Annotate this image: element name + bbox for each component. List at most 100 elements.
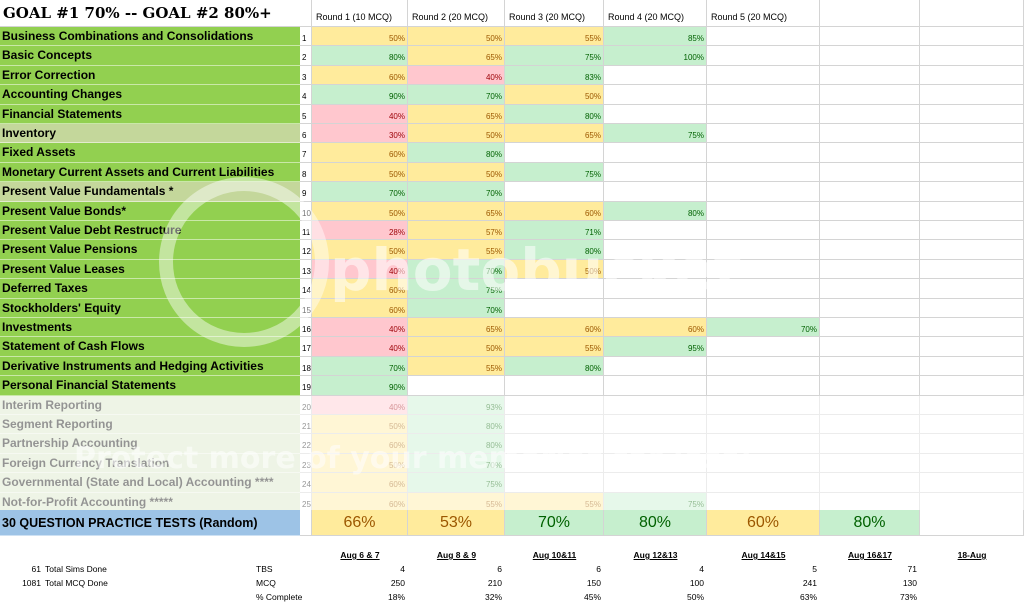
stats-value[interactable]: 73% xyxy=(899,592,917,602)
score-cell[interactable]: 55% xyxy=(408,356,505,377)
score-cell[interactable]: 60% xyxy=(312,473,408,493)
score-cell[interactable]: 80% xyxy=(505,356,604,377)
score-cell[interactable]: 80% xyxy=(408,434,505,454)
score-cell[interactable]: 28% xyxy=(312,221,408,241)
score-cell[interactable]: 60% xyxy=(505,318,604,338)
score-cell[interactable] xyxy=(707,182,820,202)
score-cell[interactable]: 70% xyxy=(408,182,505,202)
score-cell[interactable] xyxy=(604,356,707,377)
score-cell[interactable]: 90% xyxy=(312,376,408,396)
score-cell[interactable] xyxy=(820,473,920,493)
score-cell[interactable] xyxy=(820,434,920,454)
score-cell[interactable] xyxy=(604,376,707,396)
score-cell[interactable] xyxy=(920,356,1024,377)
score-cell[interactable]: 57% xyxy=(408,221,505,241)
score-cell[interactable] xyxy=(707,104,820,124)
score-cell[interactable] xyxy=(920,27,1024,47)
score-cell[interactable] xyxy=(505,298,604,318)
score-cell[interactable]: 80% xyxy=(505,240,604,260)
score-cell[interactable]: 75% xyxy=(408,473,505,493)
score-cell[interactable]: 65% xyxy=(408,46,505,66)
score-cell[interactable]: 50% xyxy=(408,124,505,144)
score-cell[interactable] xyxy=(920,104,1024,124)
score-cell[interactable] xyxy=(604,221,707,241)
score-cell[interactable]: 50% xyxy=(505,259,604,280)
score-cell[interactable]: 65% xyxy=(408,318,505,338)
score-cell[interactable]: 40% xyxy=(312,395,408,415)
score-cell[interactable] xyxy=(920,124,1024,144)
stats-value[interactable]: 6 xyxy=(596,564,601,574)
score-cell[interactable] xyxy=(707,453,820,474)
score-cell[interactable] xyxy=(707,376,820,396)
score-cell[interactable] xyxy=(820,104,920,124)
score-cell[interactable] xyxy=(707,298,820,318)
stats-value[interactable]: 50% xyxy=(686,592,704,602)
score-cell[interactable] xyxy=(604,279,707,299)
score-cell[interactable] xyxy=(505,182,604,202)
score-cell[interactable] xyxy=(707,143,820,163)
practice-score-cell[interactable]: 60% xyxy=(707,510,820,536)
score-cell[interactable] xyxy=(820,65,920,86)
score-cell[interactable] xyxy=(604,104,707,124)
score-cell[interactable] xyxy=(604,298,707,318)
score-cell[interactable] xyxy=(920,259,1024,280)
score-cell[interactable] xyxy=(920,240,1024,260)
score-cell[interactable]: 50% xyxy=(312,453,408,474)
score-cell[interactable]: 70% xyxy=(408,453,505,474)
score-cell[interactable]: 40% xyxy=(312,259,408,280)
score-cell[interactable]: 80% xyxy=(604,201,707,221)
score-cell[interactable] xyxy=(505,395,604,415)
score-cell[interactable]: 80% xyxy=(408,143,505,163)
score-cell[interactable] xyxy=(505,376,604,396)
score-cell[interactable] xyxy=(707,201,820,221)
score-cell[interactable] xyxy=(820,162,920,183)
score-cell[interactable] xyxy=(920,221,1024,241)
score-cell[interactable] xyxy=(820,318,920,338)
score-cell[interactable]: 65% xyxy=(505,124,604,144)
stats-value[interactable]: 4 xyxy=(699,564,704,574)
score-cell[interactable] xyxy=(604,240,707,260)
stats-value[interactable]: 241 xyxy=(802,578,817,588)
score-cell[interactable] xyxy=(820,143,920,163)
score-cell[interactable]: 60% xyxy=(505,201,604,221)
stats-value[interactable]: 130 xyxy=(902,578,917,588)
score-cell[interactable]: 90% xyxy=(312,85,408,105)
score-cell[interactable] xyxy=(707,85,820,105)
stats-value[interactable]: 150 xyxy=(586,578,601,588)
score-cell[interactable]: 40% xyxy=(312,318,408,338)
score-cell[interactable] xyxy=(920,46,1024,66)
practice-score-cell[interactable]: 80% xyxy=(820,510,920,536)
score-cell[interactable] xyxy=(505,453,604,474)
score-cell[interactable] xyxy=(707,124,820,144)
score-cell[interactable] xyxy=(707,65,820,86)
score-cell[interactable] xyxy=(604,259,707,280)
score-cell[interactable]: 75% xyxy=(505,46,604,66)
score-cell[interactable]: 93% xyxy=(408,395,505,415)
score-cell[interactable] xyxy=(707,395,820,415)
score-cell[interactable] xyxy=(920,298,1024,318)
score-cell[interactable] xyxy=(820,240,920,260)
stats-value[interactable]: 6 xyxy=(497,564,502,574)
score-cell[interactable] xyxy=(505,279,604,299)
score-cell[interactable]: 83% xyxy=(505,65,604,86)
practice-score-cell[interactable]: 70% xyxy=(505,510,604,536)
score-cell[interactable]: 70% xyxy=(408,85,505,105)
score-cell[interactable] xyxy=(820,298,920,318)
score-cell[interactable] xyxy=(604,473,707,493)
score-cell[interactable] xyxy=(820,415,920,435)
score-cell[interactable]: 80% xyxy=(312,46,408,66)
score-cell[interactable] xyxy=(505,434,604,454)
score-cell[interactable] xyxy=(820,259,920,280)
score-cell[interactable]: 50% xyxy=(408,337,505,357)
practice-score-cell[interactable]: 53% xyxy=(408,510,505,536)
score-cell[interactable]: 70% xyxy=(707,318,820,338)
score-cell[interactable] xyxy=(707,434,820,454)
score-cell[interactable] xyxy=(505,143,604,163)
score-cell[interactable]: 65% xyxy=(408,104,505,124)
score-cell[interactable] xyxy=(920,473,1024,493)
score-cell[interactable]: 70% xyxy=(312,182,408,202)
score-cell[interactable] xyxy=(505,415,604,435)
score-cell[interactable]: 50% xyxy=(312,162,408,183)
score-cell[interactable]: 70% xyxy=(312,356,408,377)
score-cell[interactable] xyxy=(920,279,1024,299)
